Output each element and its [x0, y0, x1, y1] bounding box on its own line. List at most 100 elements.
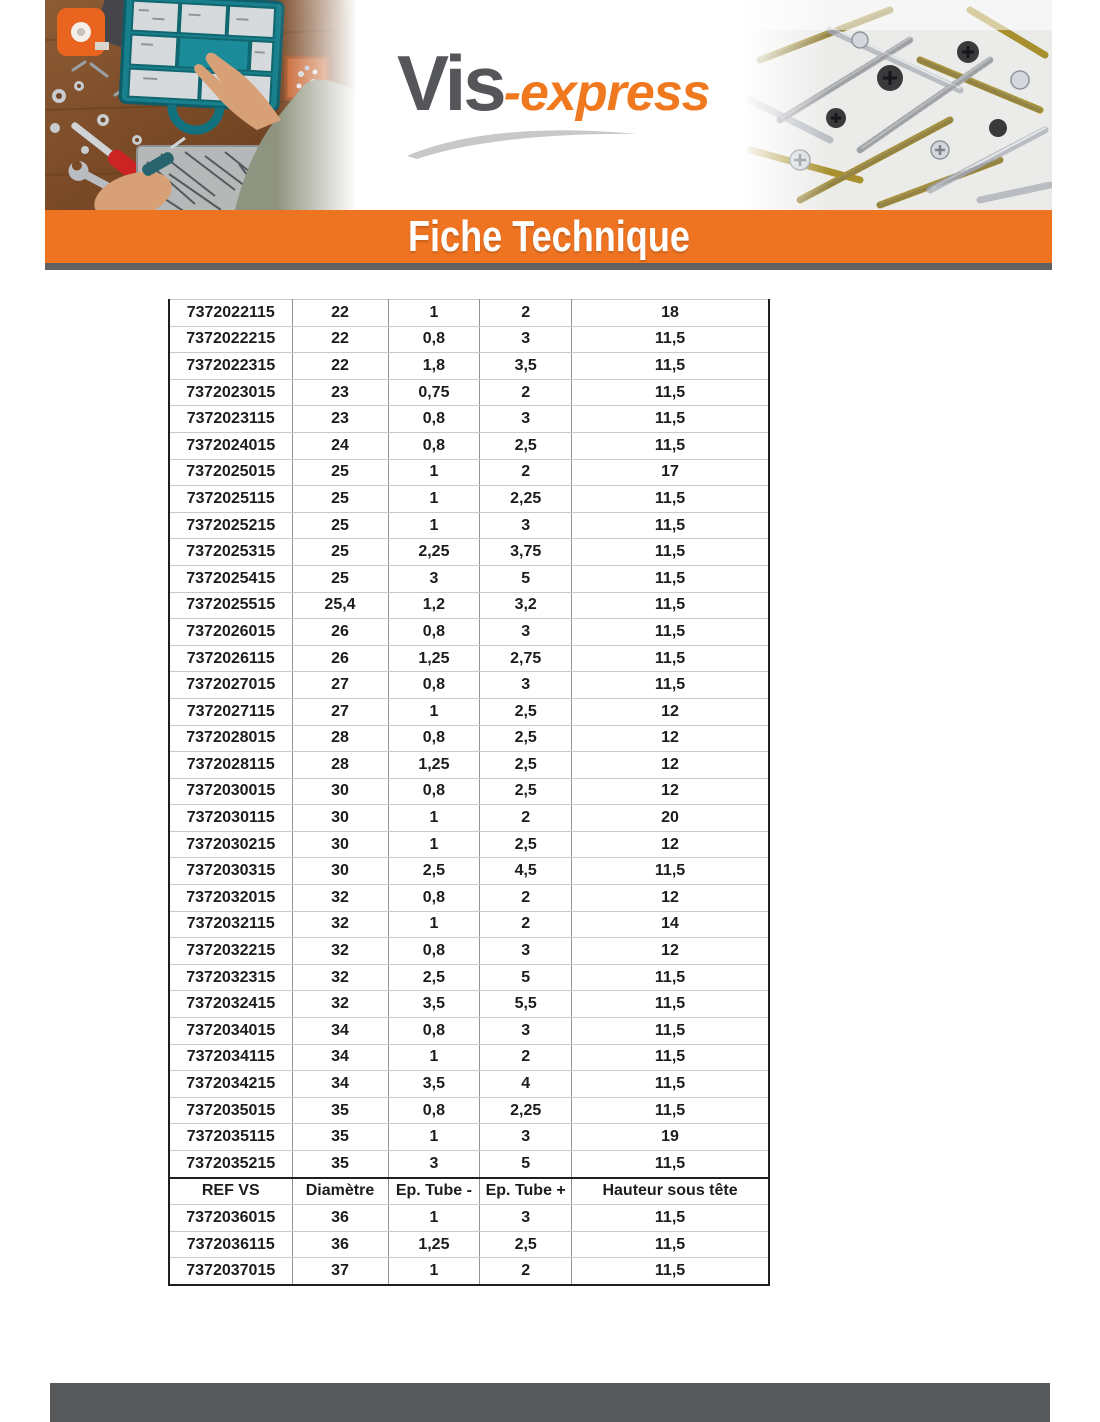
table-cell: 1,25	[387, 751, 481, 779]
table-cell: 7372032415	[168, 990, 293, 1019]
table-cell: 0,8	[387, 618, 481, 646]
table-row: 7372025115 25 1 2,25 11,5	[168, 485, 770, 513]
table-row: 7372035115 35 1 3 19	[168, 1123, 770, 1151]
table-row: 7372025015 25 1 2 17	[168, 458, 770, 487]
table-cell: 22	[291, 352, 389, 380]
table-cell: 0,8	[387, 777, 481, 806]
column-header-cell: Ep. Tube +	[479, 1176, 573, 1206]
table-cell: 3	[387, 1149, 481, 1179]
table-cell: 7372028015	[168, 724, 293, 753]
table-row: 7372022215 22 0,8 3 11,5	[168, 325, 770, 354]
table-cell: 2,5	[479, 1230, 573, 1259]
table-cell: 7372025115	[168, 485, 293, 513]
table-cell: 2,25	[479, 485, 573, 513]
table-cell: 26	[291, 618, 389, 646]
table-row: 7372027015 27 0,8 3 11,5	[168, 671, 770, 699]
table-cell: 3	[479, 405, 573, 433]
table-cell: 0,8	[387, 724, 481, 753]
table-cell: 11,5	[571, 378, 770, 407]
table-cell: 11,5	[571, 485, 770, 513]
table-cell: 23	[291, 405, 389, 433]
table-cell: 2,5	[387, 857, 481, 886]
table-cell: 2	[479, 910, 573, 939]
table-cell: 35	[291, 1096, 389, 1125]
table-cell: 2	[479, 1043, 573, 1072]
table-cell: 12	[571, 724, 770, 753]
table-row: 7372022315 22 1,8 3,5 11,5	[168, 352, 770, 380]
table-row: 7372030015 30 0,8 2,5 12	[168, 777, 770, 806]
table-cell: 2,5	[479, 431, 573, 460]
table-cell: 0,8	[387, 671, 481, 699]
table-cell: 1	[387, 1204, 481, 1232]
table-cell: 1,25	[387, 1230, 481, 1259]
table-cell: 0,8	[387, 937, 481, 965]
banner-underline	[45, 263, 1052, 270]
table-cell: 1,2	[387, 591, 481, 620]
table-row: 7372034215 34 3,5 4 11,5	[168, 1070, 770, 1098]
table-cell: 3	[479, 1123, 573, 1151]
table-cell: 7372025315	[168, 538, 293, 566]
table-cell: 0,8	[387, 431, 481, 460]
table-cell: 30	[291, 804, 389, 832]
table-cell: 25	[291, 485, 389, 513]
table-cell: 1	[387, 804, 481, 832]
table-cell: 7372032215	[168, 937, 293, 965]
table-cell: 3,5	[479, 352, 573, 380]
table-header-row: REF VS Diamètre Ep. Tube - Ep. Tube + Hauteu…	[168, 1176, 770, 1206]
table-cell: 1	[387, 1043, 481, 1072]
table-cell: 7372027015	[168, 671, 293, 699]
table-cell: 19	[571, 1123, 770, 1151]
table-cell: 22	[291, 299, 389, 327]
table-cell: 11,5	[571, 990, 770, 1019]
table-cell: 11,5	[571, 431, 770, 460]
table-row: 7372023115 23 0,8 3 11,5	[168, 405, 770, 433]
table-cell: 24	[291, 431, 389, 460]
table-cell: 1	[387, 458, 481, 487]
table-row: 7372022115 22 1 2 18	[168, 299, 770, 327]
logo-vis-text: Vis	[397, 39, 507, 127]
table-cell: 7372023015	[168, 378, 293, 407]
table-cell: 11,5	[571, 405, 770, 433]
page-title: Fiche Technique	[407, 211, 690, 261]
table-cell: 11,5	[571, 564, 770, 593]
table-cell: 25	[291, 458, 389, 487]
vis-express-logo: Vis-express	[397, 38, 737, 188]
table-cell: 12	[571, 937, 770, 965]
table-row: 7372036115 36 1,25 2,5 11,5	[168, 1230, 770, 1259]
table-cell: 7372026015	[168, 618, 293, 646]
table-cell: 2,5	[479, 724, 573, 753]
table-row: 7372036015 36 1 3 11,5	[168, 1204, 770, 1232]
table-cell: 7372035215	[168, 1149, 293, 1179]
table-cell: 23	[291, 378, 389, 407]
table-cell: 3	[479, 1204, 573, 1232]
table-cell: 7372022115	[168, 299, 293, 327]
table-cell: 12	[571, 777, 770, 806]
table-cell: 7372027115	[168, 697, 293, 726]
table-cell: 1	[387, 910, 481, 939]
table-cell: 11,5	[571, 591, 770, 620]
table-row: 7372037015 37 1 2 11,5	[168, 1257, 770, 1286]
table-cell: 11,5	[571, 325, 770, 354]
table-cell: 12	[571, 830, 770, 859]
table-cell: 28	[291, 724, 389, 753]
table-cell: 7372025415	[168, 564, 293, 593]
table-cell: 34	[291, 1017, 389, 1045]
table-cell: 11,5	[571, 511, 770, 540]
table-cell: 7372022215	[168, 325, 293, 354]
table-cell: 25	[291, 564, 389, 593]
table-cell: 2,5	[479, 697, 573, 726]
table-cell: 5	[479, 1149, 573, 1179]
table-cell: 7372030215	[168, 830, 293, 859]
column-header-cell: Hauteur sous tête	[571, 1176, 770, 1206]
table-row: 7372025215 25 1 3 11,5	[168, 511, 770, 540]
table-cell: 27	[291, 697, 389, 726]
table-cell: 2,5	[479, 777, 573, 806]
logo-swoosh-icon	[407, 130, 637, 159]
table-row: 7372035215 35 3 5 11,5	[168, 1149, 770, 1179]
table-cell: 11,5	[571, 1204, 770, 1232]
table-cell: 2	[479, 1257, 573, 1286]
table-cell: 7372026115	[168, 644, 293, 673]
table-cell: 1	[387, 485, 481, 513]
logo-express-text: -express	[503, 64, 711, 122]
table-cell: 2,25	[479, 1096, 573, 1125]
